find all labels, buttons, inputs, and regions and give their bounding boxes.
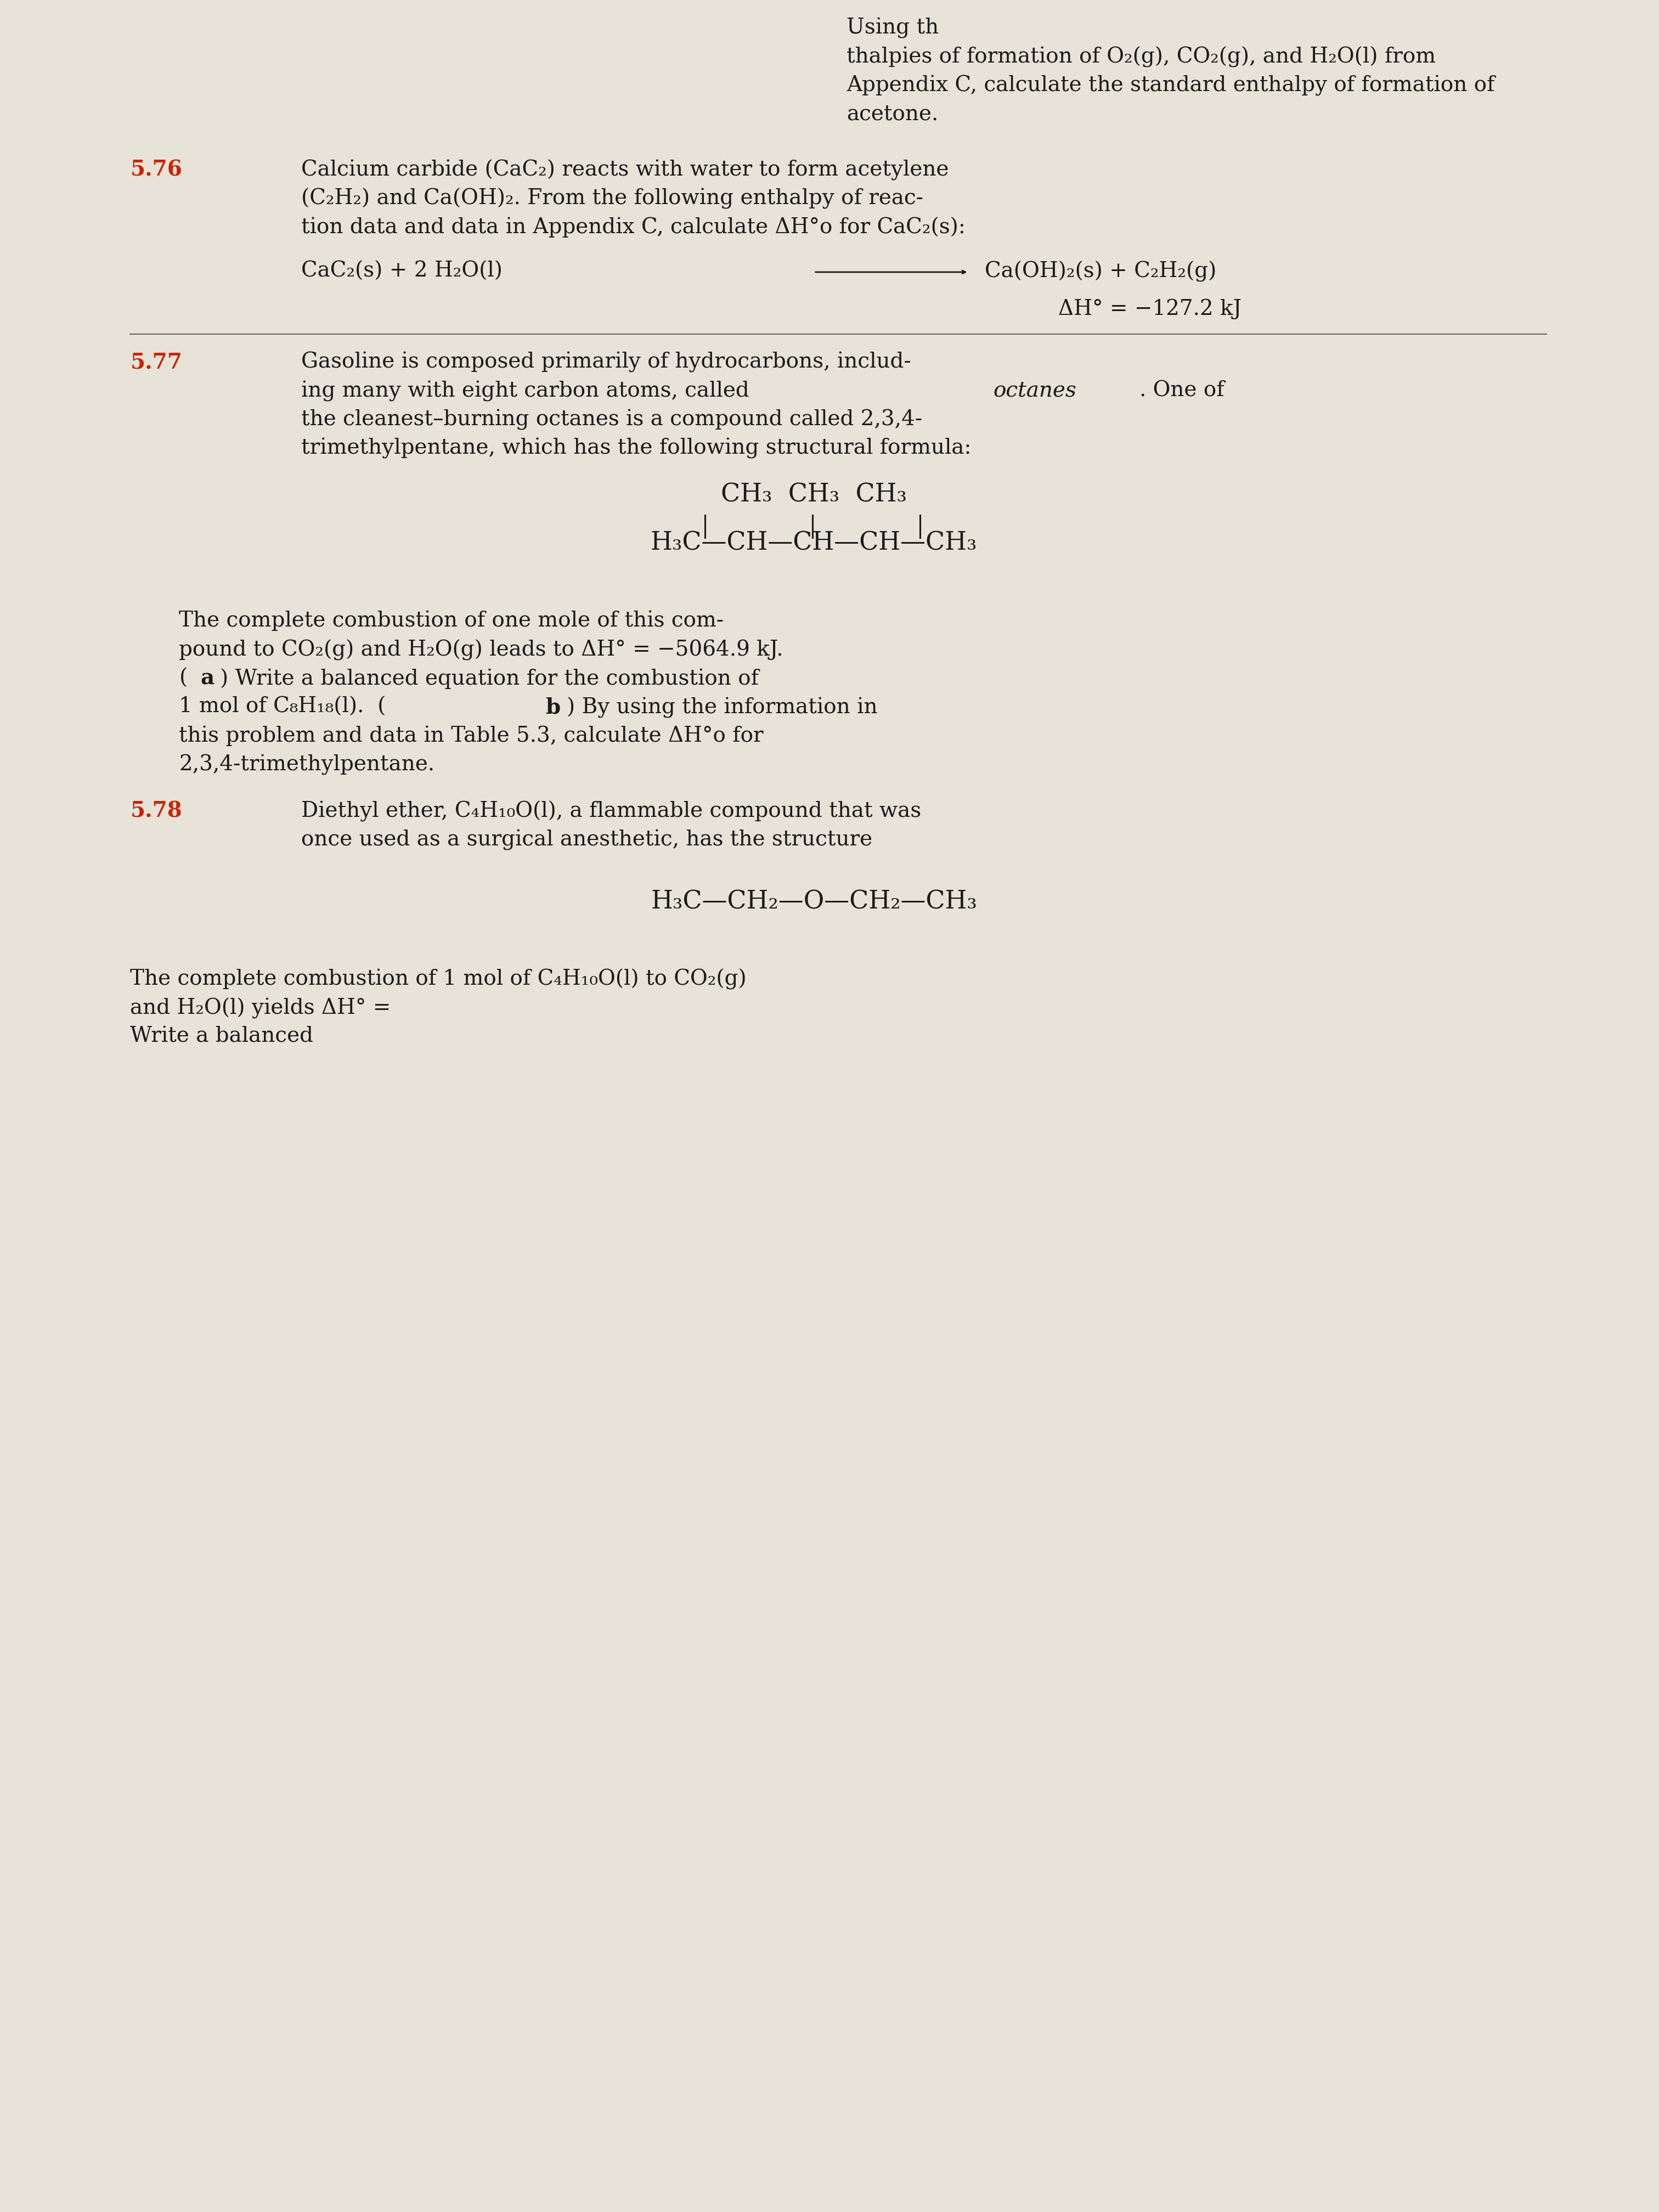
Text: 5.76: 5.76 [131, 159, 182, 179]
Text: Calcium carbide (CaC₂) reacts with water to form acetylene: Calcium carbide (CaC₂) reacts with water… [302, 159, 949, 181]
Text: Diethyl ether, C₄H₁₀O(l), a flammable compound that was: Diethyl ether, C₄H₁₀O(l), a flammable co… [302, 801, 921, 823]
Text: the cleanest–burning octanes is a compound called 2,3,4-: the cleanest–burning octanes is a compou… [302, 409, 922, 429]
Text: Gasoline is composed primarily of hydrocarbons, includ-: Gasoline is composed primarily of hydroc… [302, 352, 911, 372]
Text: The complete combustion of 1 mol of C₄H₁₀O(l) to CO₂(g): The complete combustion of 1 mol of C₄H₁… [131, 969, 747, 991]
Text: 2,3,4-trimethylpentane.: 2,3,4-trimethylpentane. [179, 754, 435, 774]
Text: H₃C—CH—CH—CH—CH₃: H₃C—CH—CH—CH—CH₃ [650, 531, 977, 555]
Text: acetone.: acetone. [846, 104, 939, 124]
Text: Ca(OH)₂(s) + C₂H₂(g): Ca(OH)₂(s) + C₂H₂(g) [985, 261, 1216, 283]
Text: trimethylpentane, which has the following structural formula:: trimethylpentane, which has the followin… [302, 438, 971, 458]
Text: tion data and data in Appendix C, calculate ΔH°ᴏ for CaC₂(s):: tion data and data in Appendix C, calcul… [302, 217, 966, 237]
Text: a: a [201, 668, 214, 688]
Text: octanes: octanes [994, 380, 1077, 400]
Text: (C₂H₂) and Ca(OH)₂. From the following enthalpy of reac-: (C₂H₂) and Ca(OH)₂. From the following e… [302, 188, 924, 210]
Text: H₃C—CH₂—O—CH₂—CH₃: H₃C—CH₂—O—CH₂—CH₃ [650, 889, 977, 914]
Text: Write a balanced: Write a balanced [131, 1026, 314, 1046]
Text: (: ( [179, 668, 187, 688]
Text: ΔH° = −127.2 kJ: ΔH° = −127.2 kJ [1058, 299, 1241, 319]
Text: pound to CO₂(g) and H₂O(g) leads to ΔH° = −5064.9 kJ.: pound to CO₂(g) and H₂O(g) leads to ΔH° … [179, 639, 783, 661]
Text: ing many with eight carbon atoms, called: ing many with eight carbon atoms, called [302, 380, 757, 400]
Text: CaC₂(s) + 2 H₂O(l): CaC₂(s) + 2 H₂O(l) [302, 261, 503, 281]
Text: Using th: Using th [846, 18, 939, 38]
Text: The complete combustion of one mole of this com-: The complete combustion of one mole of t… [179, 611, 723, 630]
Text: and H₂O(l) yields ΔH° =: and H₂O(l) yields ΔH° = [131, 998, 392, 1020]
Text: this problem and data in Table 5.3, calculate ΔH°ᴏ for: this problem and data in Table 5.3, calc… [179, 726, 763, 745]
Text: CH₃  CH₃  CH₃: CH₃ CH₃ CH₃ [722, 482, 907, 507]
Text: . One of: . One of [1140, 380, 1224, 400]
Text: 5.77: 5.77 [131, 352, 182, 372]
Text: b: b [546, 697, 561, 717]
Text: once used as a surgical anesthetic, has the structure: once used as a surgical anesthetic, has … [302, 830, 873, 849]
Text: thalpies of formation of O₂(g), CO₂(g), and H₂O(l) from: thalpies of formation of O₂(g), CO₂(g), … [846, 46, 1435, 69]
Text: 5.78: 5.78 [131, 801, 182, 821]
Text: ) By using the information in: ) By using the information in [566, 697, 878, 719]
Text: 1 mol of C₈H₁₈(l).  (: 1 mol of C₈H₁₈(l). ( [179, 697, 387, 717]
Text: ) Write a balanced equation for the combustion of: ) Write a balanced equation for the comb… [219, 668, 758, 688]
Text: Appendix C, calculate the standard enthalpy of formation of: Appendix C, calculate the standard entha… [846, 75, 1495, 95]
